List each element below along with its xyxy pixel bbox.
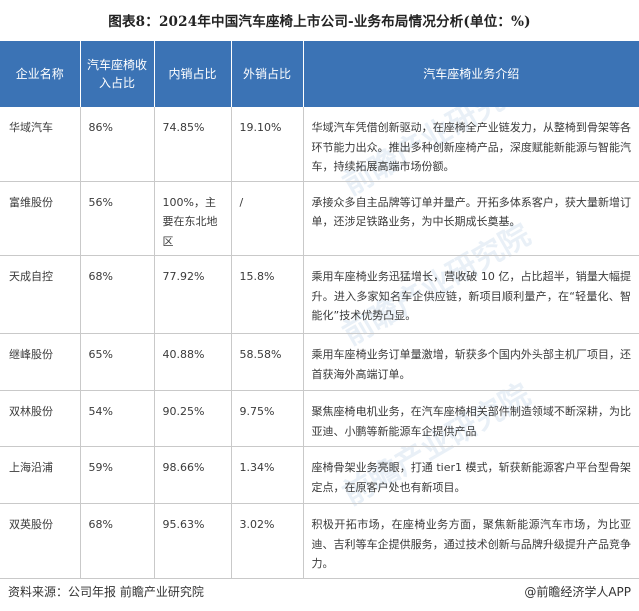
export-share: 15.8%: [231, 255, 304, 334]
seat-revenue-share: 68%: [80, 503, 155, 579]
table-header-row: 企业名称 汽车座椅收入占比 内销占比 外销占比 汽车座椅业务介绍: [0, 41, 639, 107]
export-share: 58.58%: [231, 333, 304, 391]
export-share: 3.02%: [231, 503, 304, 579]
table-row: 富维股份 56% 100%，主要在东北地区 / 承接众多自主品牌等订单并量产。开…: [0, 181, 639, 256]
company-name: 双林股份: [0, 390, 81, 447]
domestic-share: 40.88%: [154, 333, 232, 391]
domestic-share: 77.92%: [154, 255, 232, 334]
business-intro: 座椅骨架业务亮眼，打通 tier1 模式，斩获新能源客户平台型骨架定点，在原客户…: [303, 446, 639, 504]
source-note: 资料来源：公司年报 前瞻产业研究院: [8, 585, 204, 599]
business-intro: 聚焦座椅电机业务，在汽车座椅相关部件制造领域不断深耕，为比亚迪、小鹏等新能源车企…: [303, 390, 639, 447]
domestic-share: 100%，主要在东北地区: [154, 181, 232, 256]
table-row: 天成自控 68% 77.92% 15.8% 乘用车座椅业务迅猛增长，营收破 10…: [0, 255, 639, 334]
table-row: 上海沿浦 59% 98.66% 1.34% 座椅骨架业务亮眼，打通 tier1 …: [0, 446, 639, 504]
page-title: 图表8：2024年中国汽车座椅上市公司-业务布局情况分析(单位：%): [108, 14, 531, 30]
export-share: 1.34%: [231, 446, 304, 504]
table-row: 双林股份 54% 90.25% 9.75% 聚焦座椅电机业务，在汽车座椅相关部件…: [0, 390, 639, 447]
header-domestic-share: 内销占比: [154, 41, 232, 107]
export-share: 9.75%: [231, 390, 304, 447]
header-company: 企业名称: [0, 41, 81, 107]
seat-revenue-share: 59%: [80, 446, 155, 504]
business-intro: 乘用车座椅业务订单量激增，斩获多个国内外头部主机厂项目，还首获海外高端订单。: [303, 333, 639, 391]
company-name: 上海沿浦: [0, 446, 81, 504]
company-name: 继峰股份: [0, 333, 81, 391]
export-share: 19.10%: [231, 107, 304, 182]
domestic-share: 74.85%: [154, 107, 232, 182]
table-row: 华域汽车 86% 74.85% 19.10% 华域汽车凭借创新驱动，在座椅全产业…: [0, 107, 639, 182]
header-export-share: 外销占比: [231, 41, 304, 107]
domestic-share: 90.25%: [154, 390, 232, 447]
export-share: /: [231, 181, 304, 256]
seat-revenue-share: 86%: [80, 107, 155, 182]
seat-revenue-share: 56%: [80, 181, 155, 256]
domestic-share: 98.66%: [154, 446, 232, 504]
business-intro: 华域汽车凭借创新驱动，在座椅全产业链发力，从整椅到骨架等各环节能力出众。推出多种…: [303, 107, 639, 182]
header-business-intro: 汽车座椅业务介绍: [303, 41, 639, 107]
seat-revenue-share: 54%: [80, 390, 155, 447]
header-seat-revenue-share: 汽车座椅收入占比: [80, 41, 155, 107]
seat-revenue-share: 68%: [80, 255, 155, 334]
company-name: 富维股份: [0, 181, 81, 256]
seat-revenue-share: 65%: [80, 333, 155, 391]
brand-label: @前瞻经济学人APP: [524, 585, 631, 599]
table-row: 继峰股份 65% 40.88% 58.58% 乘用车座椅业务订单量激增，斩获多个…: [0, 333, 639, 391]
table-row: 双英股份 68% 95.63% 3.02% 积极开拓市场，在座椅业务方面，聚焦新…: [0, 503, 639, 579]
company-name: 双英股份: [0, 503, 81, 579]
business-intro: 积极开拓市场，在座椅业务方面，聚焦新能源汽车市场，为比亚迪、吉利等车企提供服务，…: [303, 503, 639, 579]
company-name: 天成自控: [0, 255, 81, 334]
business-intro: 承接众多自主品牌等订单并量产。开拓多体系客户，获大量新增订单，还涉足铁路业务，为…: [303, 181, 639, 256]
company-name: 华域汽车: [0, 107, 81, 182]
business-intro: 乘用车座椅业务迅猛增长，营收破 10 亿，占比超半，销量大幅提升。进入多家知名车…: [303, 255, 639, 334]
business-layout-table: 企业名称 汽车座椅收入占比 内销占比 外销占比 汽车座椅业务介绍 华域汽车 86…: [0, 41, 639, 579]
domestic-share: 95.63%: [154, 503, 232, 579]
